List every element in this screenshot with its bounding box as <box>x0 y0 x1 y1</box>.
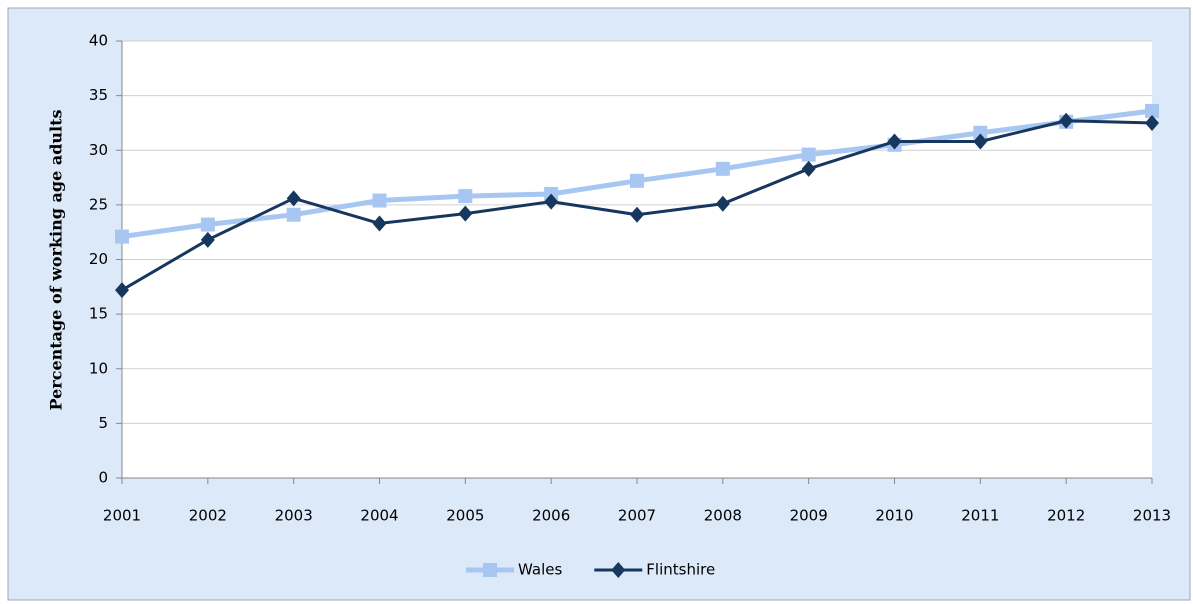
x-tick-label: 2006 <box>532 507 570 525</box>
data-point <box>372 193 387 208</box>
data-point <box>286 207 301 222</box>
y-tick-label: 20 <box>89 250 108 268</box>
data-point <box>115 282 129 299</box>
y-tick-label: 0 <box>98 469 108 487</box>
data-point <box>630 206 644 223</box>
data-point <box>801 147 816 162</box>
y-tick-label: 35 <box>89 86 108 104</box>
data-point <box>887 133 902 150</box>
x-tick-label: 2012 <box>1047 507 1085 525</box>
x-tick-label: 2004 <box>360 507 398 525</box>
data-point <box>1145 103 1159 118</box>
y-axis-label: Percentage of working age adults <box>47 110 66 411</box>
x-tick-label: 2003 <box>275 507 313 525</box>
data-point <box>372 215 387 232</box>
data-point <box>544 193 559 210</box>
data-point <box>286 190 301 207</box>
data-point <box>715 195 730 212</box>
x-tick-label: 2001 <box>103 507 141 525</box>
data-point <box>115 229 129 244</box>
x-tick-label: 2009 <box>790 507 828 525</box>
legend-marker <box>611 562 626 578</box>
data-point <box>458 205 473 222</box>
x-tick-label: 2002 <box>189 507 227 525</box>
y-tick-label: 15 <box>89 305 108 323</box>
y-tick-label: 10 <box>89 359 108 377</box>
legend-label: Wales <box>518 561 562 579</box>
y-tick-label: 25 <box>89 195 108 213</box>
x-tick-label: 2010 <box>875 507 913 525</box>
x-tick-label: 2007 <box>618 507 656 525</box>
legend-marker <box>483 563 497 577</box>
data-point <box>973 125 988 140</box>
data-point <box>715 161 730 176</box>
data-point <box>200 217 215 232</box>
data-point <box>630 173 644 188</box>
data-point <box>801 160 816 177</box>
data-point <box>1059 112 1074 129</box>
x-tick-label: 2013 <box>1133 507 1171 525</box>
y-tick-label: 5 <box>98 414 108 432</box>
data-point <box>200 231 215 248</box>
x-tick-label: 2005 <box>446 507 484 525</box>
legend-label: Flintshire <box>646 561 715 579</box>
x-tick-label: 2011 <box>961 507 999 525</box>
y-tick-label: 30 <box>89 141 108 159</box>
data-point <box>458 189 473 204</box>
x-tick-label: 2008 <box>704 507 742 525</box>
y-tick-label: 40 <box>89 32 108 50</box>
data-point <box>1145 114 1159 131</box>
data-point <box>973 133 988 150</box>
